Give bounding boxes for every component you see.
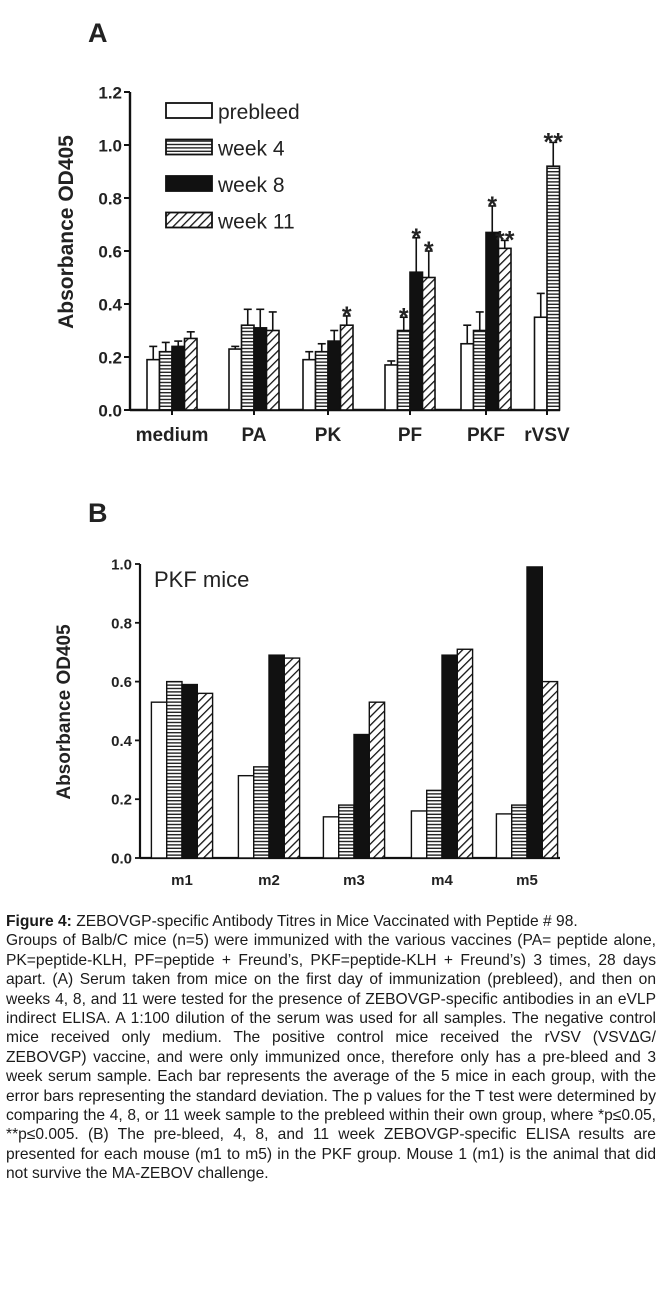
significance-marker-a: **: [495, 226, 515, 254]
annotation-b: PKF mice: [154, 567, 249, 592]
y-tick-label-a: 1.0: [98, 137, 122, 156]
legend-label-a: week 4: [217, 138, 285, 161]
x-tick-label-b: m4: [431, 872, 453, 889]
y-tick-label-a: 1.2: [98, 84, 122, 103]
y-tick-label-a: 0.2: [98, 349, 122, 368]
significance-marker-a: *: [411, 224, 421, 252]
x-tick-label-b: m1: [171, 872, 193, 889]
bar-b: [410, 810, 428, 859]
legend-label-a: week 11: [217, 211, 295, 234]
y-tick-label-a: 0.4: [98, 296, 122, 315]
panel-label-a: A: [88, 18, 108, 48]
significance-marker-a: *: [424, 237, 434, 265]
caption-title-text: ZEBOVGP-specific Antibody Titres in Mice…: [71, 913, 578, 930]
y-tick-label-b: 0.8: [111, 615, 132, 632]
bar-b: [165, 680, 183, 859]
panel-label-b: B: [88, 498, 108, 528]
y-tick-label-b: 0.6: [111, 674, 132, 691]
bar-b: [150, 701, 168, 859]
x-tick-label-a: PK: [315, 425, 342, 446]
y-axis-title-b: Absorbance OD405: [54, 624, 75, 800]
caption-title: Figure 4: ZEBOVGP-specific Antibody Titr…: [6, 912, 656, 931]
legend-label-a: week 8: [217, 174, 285, 197]
bar-b: [441, 654, 459, 859]
bar-b: [511, 804, 528, 859]
legend-swatch-a: [165, 175, 213, 192]
x-tick-label-a: rVSV: [524, 425, 570, 446]
y-tick-label-b: 0.2: [111, 792, 132, 809]
bar-b: [252, 766, 270, 859]
y-tick-label-a: 0.8: [98, 190, 122, 209]
bar-b: [526, 566, 544, 859]
legend-label-a: prebleed: [218, 101, 300, 124]
y-tick-label-a: 0.0: [98, 402, 122, 421]
legend-swatch-a: [165, 211, 213, 229]
significance-marker-a: *: [342, 302, 352, 330]
chart-b: 0.0 0.2 0.4 0.6 0.8 1.0 Absorbance OD405 PKF mi…: [54, 557, 560, 889]
x-tick-label-b: m2: [258, 872, 280, 889]
bar-b: [495, 813, 513, 859]
significance-marker-a: **: [544, 128, 564, 156]
bar-b: [456, 648, 474, 859]
y-axis-title-a: Absorbance OD405: [55, 135, 78, 329]
legend-swatch-a: [165, 138, 213, 156]
x-tick-label-b: m3: [343, 872, 365, 889]
x-tick-label-a: PA: [242, 425, 267, 446]
x-tick-label-a: PKF: [467, 425, 505, 446]
legend-swatch-a: [165, 102, 213, 119]
bar-b: [353, 733, 371, 859]
bar-b: [426, 789, 443, 859]
bar-b: [322, 816, 340, 859]
caption-title-label: Figure 4:: [6, 913, 72, 930]
bar-b: [181, 683, 199, 859]
caption-body: Groups of Balb/C mice (n=5) were immuniz…: [6, 932, 656, 1183]
bar-b: [338, 804, 355, 859]
bar-b: [196, 692, 214, 859]
bar-b: [237, 774, 255, 859]
bar-b: [268, 654, 286, 859]
significance-marker-a: *: [399, 303, 409, 331]
x-tick-label-b: m5: [516, 872, 538, 889]
y-tick-label-b: 0.4: [111, 733, 133, 750]
chart-a: 0.0 0.2 0.4 0.6 0.8 1.0 1.2 Absorbance OD405 med…: [55, 84, 570, 447]
bar-b: [541, 680, 559, 859]
bar-b: [283, 657, 301, 859]
significance-marker-a: *: [487, 192, 497, 220]
x-tick-label-a: PF: [398, 425, 422, 446]
y-tick-label-b: 0.0: [111, 851, 132, 868]
figure-caption: Figure 4: ZEBOVGP-specific Antibody Titr…: [6, 912, 656, 1184]
y-tick-label-a: 0.6: [98, 243, 122, 262]
x-tick-label-a: medium: [136, 425, 209, 446]
bar-b: [368, 701, 386, 859]
y-tick-label-b: 1.0: [111, 557, 132, 574]
